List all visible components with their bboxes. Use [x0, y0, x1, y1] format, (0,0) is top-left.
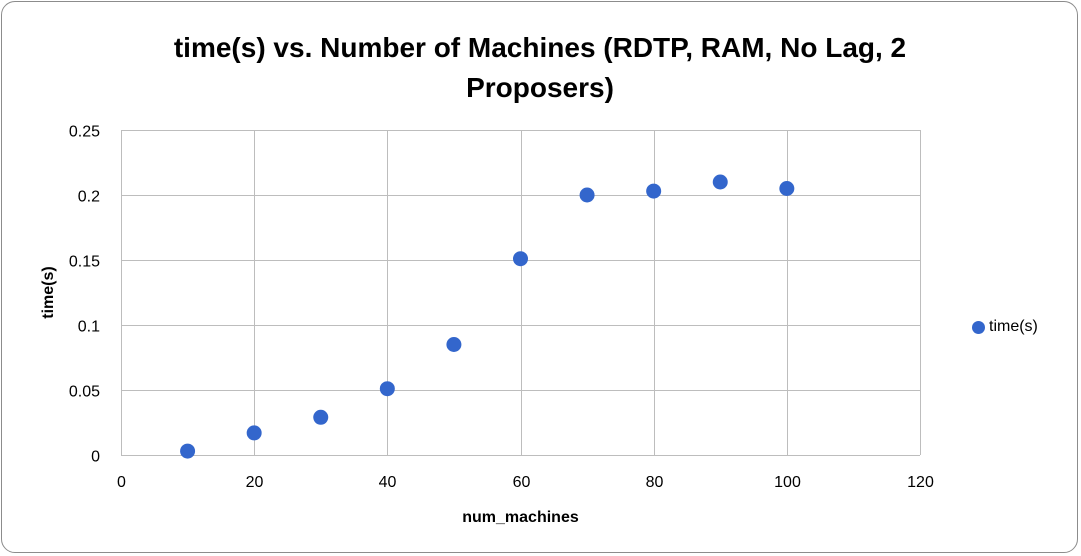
data-point: [513, 251, 528, 267]
data-point: [779, 181, 795, 196]
data-point: [180, 443, 196, 459]
data-points: [180, 174, 795, 459]
data-point: [379, 381, 395, 397]
x-tick-label: 20: [246, 474, 264, 491]
y-tick-label: 0.25: [69, 124, 100, 141]
x-tick-label: 60: [513, 474, 531, 491]
data-point: [579, 187, 595, 203]
legend: time(s): [972, 318, 1038, 336]
x-tick-label: 100: [774, 474, 801, 491]
grid-lines: [121, 130, 921, 456]
x-tick-label: 0: [117, 474, 126, 491]
y-tick-label: 0: [91, 449, 100, 466]
x-tick-label: 120: [907, 474, 934, 491]
tick-labels: 0 0.05 0.1 0.15 0.2 0.25 0 20 40 60 80 100 120: [69, 124, 934, 492]
x-tick-label: 80: [646, 474, 664, 491]
data-point: [646, 183, 662, 199]
y-tick-label: 0.2: [78, 189, 100, 206]
data-point: [446, 337, 462, 352]
y-tick-label: 0.05: [69, 384, 100, 401]
y-tick-label: 0.15: [69, 254, 100, 271]
chart-title: time(s) vs. Number of Machines (RDTP, RA…: [173, 32, 907, 103]
y-tick-label: 0.1: [78, 319, 100, 336]
data-point: [313, 409, 329, 425]
data-point: [712, 174, 728, 190]
x-tick-label: 40: [379, 474, 397, 491]
y-axis-label: time(s): [40, 266, 57, 318]
data-point: [246, 425, 262, 441]
x-axis-label: num_machines: [462, 509, 579, 526]
legend-label: time(s): [989, 318, 1038, 335]
legend-marker-icon: [972, 320, 985, 334]
